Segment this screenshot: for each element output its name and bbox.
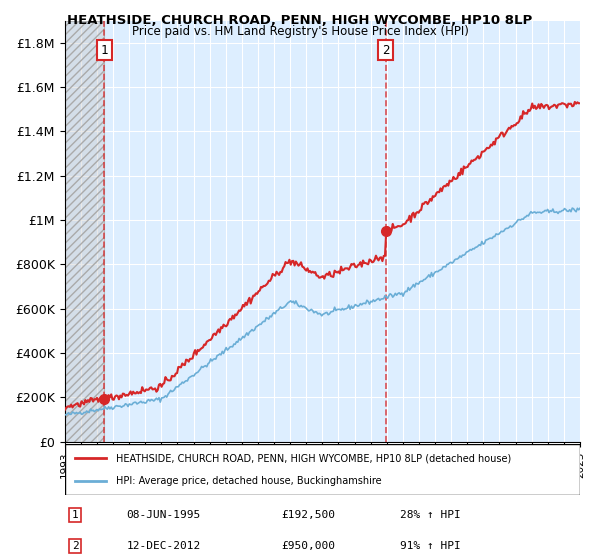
Text: 08-JUN-1995: 08-JUN-1995	[127, 510, 201, 520]
Text: 1: 1	[100, 44, 108, 57]
Text: 2: 2	[71, 541, 79, 551]
Text: £950,000: £950,000	[281, 541, 335, 551]
Text: 91% ↑ HPI: 91% ↑ HPI	[400, 541, 460, 551]
Text: 28% ↑ HPI: 28% ↑ HPI	[400, 510, 460, 520]
FancyBboxPatch shape	[65, 445, 580, 495]
Text: 12-DEC-2012: 12-DEC-2012	[127, 541, 201, 551]
Text: Price paid vs. HM Land Registry's House Price Index (HPI): Price paid vs. HM Land Registry's House …	[131, 25, 469, 38]
Text: HEATHSIDE, CHURCH ROAD, PENN, HIGH WYCOMBE, HP10 8LP: HEATHSIDE, CHURCH ROAD, PENN, HIGH WYCOM…	[67, 14, 533, 27]
Text: £192,500: £192,500	[281, 510, 335, 520]
Text: HEATHSIDE, CHURCH ROAD, PENN, HIGH WYCOMBE, HP10 8LP (detached house): HEATHSIDE, CHURCH ROAD, PENN, HIGH WYCOM…	[116, 454, 511, 464]
Text: HPI: Average price, detached house, Buckinghamshire: HPI: Average price, detached house, Buck…	[116, 475, 382, 486]
Text: 2: 2	[382, 44, 390, 57]
Text: 1: 1	[71, 510, 79, 520]
